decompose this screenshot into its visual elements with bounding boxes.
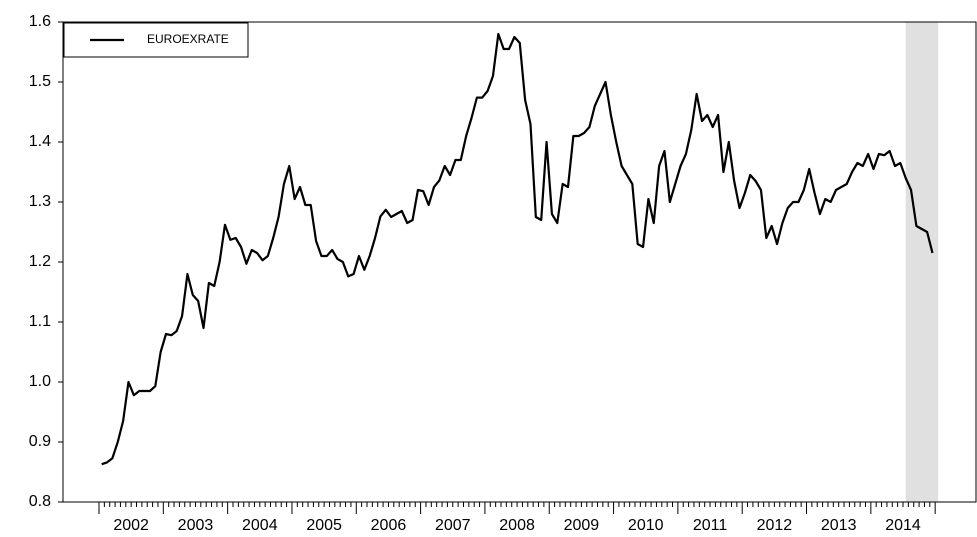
shaded-period <box>905 22 939 502</box>
y-tick-label: 1.3 <box>29 193 51 210</box>
x-tick-label: 2008 <box>499 517 535 534</box>
legend-label: EUROEXRATE <box>147 32 229 46</box>
x-tick-label: 2004 <box>242 517 278 534</box>
y-tick-label: 0.8 <box>29 493 51 510</box>
x-tick-label: 2012 <box>757 517 793 534</box>
x-tick-label: 2005 <box>306 517 342 534</box>
y-tick-label: 1.0 <box>29 373 51 390</box>
x-tick-label: 2013 <box>821 517 857 534</box>
x-tick-label: 2003 <box>178 517 214 534</box>
y-tick-label: 0.9 <box>29 433 51 450</box>
x-tick-label: 2010 <box>628 517 664 534</box>
x-tick-label: 2006 <box>371 517 407 534</box>
y-tick-label: 1.1 <box>29 313 51 330</box>
x-tick-label: 2009 <box>564 517 600 534</box>
shade-layer <box>905 22 939 502</box>
x-tick-label: 2014 <box>885 517 921 534</box>
plot-frame <box>62 21 977 503</box>
data-line <box>101 32 934 466</box>
y-tick-label: 1.2 <box>29 253 51 270</box>
y-tick-label: 1.5 <box>29 73 51 90</box>
x-tick-label: 2007 <box>435 517 471 534</box>
x-tick-label: 2011 <box>693 517 728 534</box>
y-tick-label: 1.4 <box>29 133 51 150</box>
x-tick-label: 2002 <box>113 517 149 534</box>
y-tick-label: 1.6 <box>29 13 51 30</box>
